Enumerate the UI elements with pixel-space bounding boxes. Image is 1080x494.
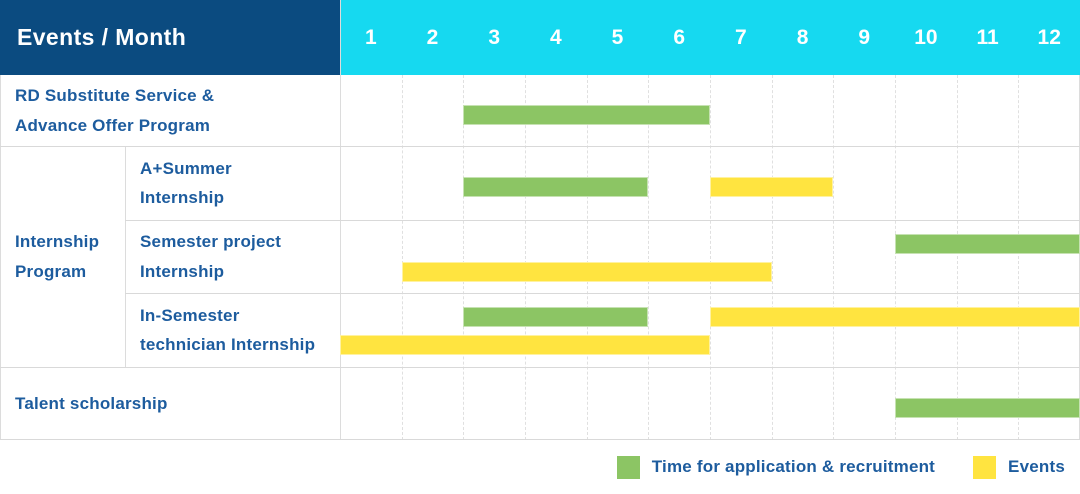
- group-label-line: Program: [15, 261, 87, 281]
- month-header-cell-5: 5: [611, 25, 624, 49]
- month-gridline: [771, 75, 773, 440]
- month-header-cell-4: 4: [550, 25, 562, 49]
- legend-label: Time for application & recruitment: [651, 457, 936, 476]
- table-corner-header: Events / Month: [0, 0, 340, 75]
- group-cell-internship-program: Internship Program: [0, 146, 125, 367]
- month-gridline: [401, 75, 403, 440]
- month-gridline: [710, 75, 711, 440]
- month-header-cell-2: 2: [426, 25, 439, 49]
- row-label-line: Advance Offer Program: [15, 115, 211, 135]
- month-header-cell-9: 9: [858, 25, 871, 49]
- group-subcolumn-divider: [125, 146, 126, 367]
- gantt-bar-application: [463, 177, 649, 197]
- gantt-bar-events: [340, 335, 710, 355]
- gantt-bar-application: [463, 307, 649, 327]
- row-label-line: A+Summer: [140, 158, 232, 178]
- gantt-bar-application: [463, 104, 710, 125]
- table-left-border: [0, 75, 1, 440]
- row-label-3: Semester project Internship: [125, 220, 340, 293]
- legend: Time for application & recruitment Events: [0, 440, 1080, 494]
- legend-swatch-application: [616, 455, 640, 479]
- corner-title: Events / Month: [17, 24, 187, 50]
- row-label-1: RD Substitute Service & Advance Offer Pro…: [0, 75, 340, 146]
- row-separator: [125, 293, 1080, 294]
- group-label-line: Internship: [15, 232, 100, 252]
- month-gridline: [833, 75, 835, 440]
- month-header-cell-7: 7: [735, 25, 747, 49]
- gantt-bar-events: [710, 177, 834, 197]
- month-gridline: [586, 75, 588, 440]
- table-bottom-border: [0, 439, 1080, 440]
- row-label-2: A+Summer Internship: [125, 146, 340, 220]
- month-gridline: [463, 75, 465, 440]
- row-label-line: Talent scholarship: [15, 393, 168, 413]
- month-header-cell-6: 6: [673, 25, 686, 49]
- month-header-cell-3: 3: [488, 25, 501, 49]
- row-label-4: In-Semester technician Internship: [125, 293, 340, 367]
- gantt-bar-application: [895, 234, 1080, 254]
- legend-swatch-events: [973, 455, 997, 479]
- legend-item-events: Events: [973, 455, 1065, 479]
- month-gridline: [648, 75, 650, 440]
- month-header-cell-8: 8: [796, 25, 809, 49]
- legend-label: Events: [1008, 457, 1065, 476]
- row-label-line: In-Semester: [140, 305, 240, 325]
- gantt-bar-events: [401, 262, 772, 282]
- gantt-bar-application: [895, 397, 1080, 418]
- row-label-line: Semester project: [140, 232, 282, 252]
- month-header-cell-1: 1: [364, 25, 377, 49]
- events-month-table: Events / Month 1 2 3 4 5 6 7 8 9 10 11 12 RD Substi…: [0, 0, 1080, 440]
- month-header-cell-11: 11: [976, 25, 999, 49]
- row-separator: [125, 220, 1080, 221]
- row-label-line: technician Internship: [140, 335, 316, 354]
- legend-item-application: Time for application & recruitment: [616, 455, 936, 479]
- row-label-5: Talent scholarship: [0, 367, 340, 440]
- month-header-cell-10: 10: [914, 25, 938, 49]
- row-separator: [0, 367, 1080, 368]
- month-gridline: [895, 75, 896, 440]
- month-header-cell-12: 12: [1037, 25, 1061, 49]
- row-label-line: Internship: [140, 261, 225, 281]
- month-header-row: 1 2 3 4 5 6 7 8 9 10 11 12: [340, 0, 1080, 75]
- month-gridline: [1018, 75, 1020, 440]
- row-label-line: RD Substitute Service &: [15, 86, 215, 106]
- row-label-line: Internship: [140, 188, 225, 207]
- gantt-bar-events: [710, 307, 1080, 327]
- month-gridline: [525, 75, 526, 440]
- month-gridline: [956, 75, 958, 440]
- row-separator: [0, 146, 1080, 147]
